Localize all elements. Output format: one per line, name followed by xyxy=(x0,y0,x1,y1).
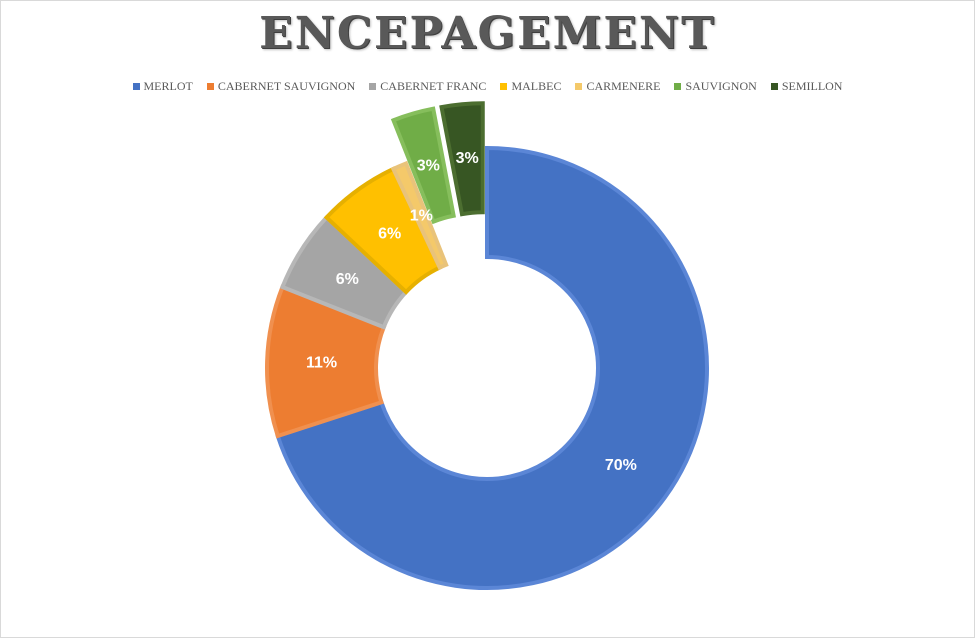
legend-item: MERLOT xyxy=(132,79,193,94)
doughnut-slice xyxy=(390,106,456,225)
legend-label: MALBEC xyxy=(511,79,562,93)
doughnut-slice xyxy=(439,101,485,217)
legend-item: CARMENERE xyxy=(575,79,660,94)
chart-title: ENCEPAGEMENT xyxy=(259,8,716,59)
legend-label: CARMENERE xyxy=(586,79,661,93)
slice-label: 1% xyxy=(410,208,433,225)
legend-label: MERLOT xyxy=(143,79,193,93)
legend-item: CABERNET FRANC xyxy=(369,79,486,94)
legend-swatch xyxy=(674,83,682,90)
slice-label: 70% xyxy=(605,457,637,474)
legend-swatch xyxy=(132,83,140,90)
legend-label: SAUVIGNON xyxy=(685,79,757,93)
slice-label: 3% xyxy=(417,157,440,174)
legend-label: CABERNET SAUVIGNON xyxy=(217,79,356,93)
legend-item: SEMILLON xyxy=(770,79,843,94)
legend-swatch xyxy=(770,83,778,90)
doughnut-slice xyxy=(275,145,709,590)
legend-swatch xyxy=(369,83,377,90)
legend-swatch xyxy=(500,83,508,90)
slice-label: 11% xyxy=(306,354,337,371)
slice-label: 6% xyxy=(378,226,401,243)
doughnut-slice xyxy=(390,160,449,271)
legend-item: SAUVIGNON xyxy=(674,79,757,94)
legend-swatch xyxy=(575,83,583,90)
legend-label: SEMILLON xyxy=(781,79,843,93)
legend-item: CABERNET SAUVIGNON xyxy=(206,79,356,94)
legend-item: MALBEC xyxy=(500,79,561,94)
slice-label: 6% xyxy=(336,271,359,288)
slice-label: 3% xyxy=(456,150,479,167)
chart-legend: MERLOT CABERNET SAUVIGNON CABERNET FRANC MA… xyxy=(0,79,975,94)
legend-label: CABERNET FRANC xyxy=(380,79,487,93)
legend-swatch xyxy=(206,83,214,90)
